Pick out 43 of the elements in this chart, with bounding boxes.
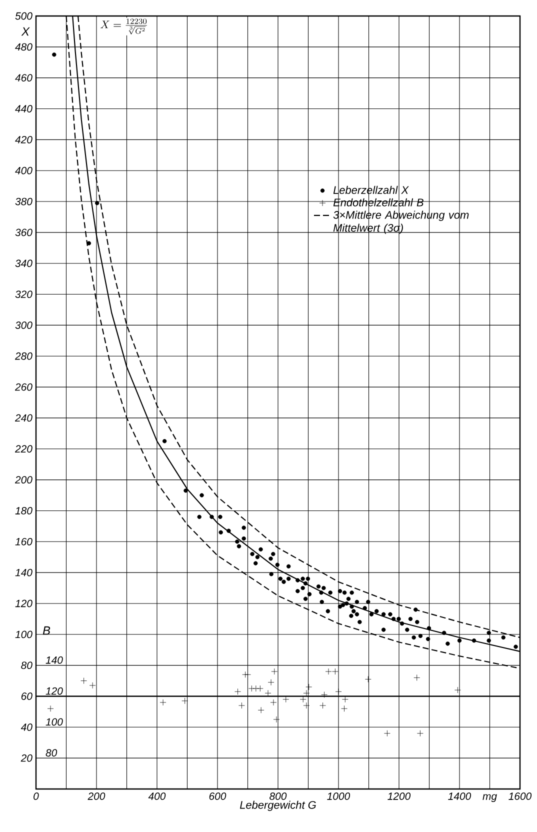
y-tick-label: 260 [14,383,32,391]
y-tick-label: 140 [15,568,32,576]
y-tick-label: 200 [14,476,32,484]
y-tick-label: 120 [15,600,32,608]
y-tick-label: 320 [15,290,32,298]
y-tick-label: 380 [15,198,32,206]
y-tick-label: 40 [20,723,32,731]
y-tick-label: 480 [15,43,32,51]
y-tick-label: 160 [15,538,32,546]
y-tick-label: 220 [14,445,32,453]
y-tick-label: 340 [15,260,32,268]
y2-tick-label: 120 [46,687,63,695]
x-tick-label: 1000 [327,792,350,800]
annotation: $X=\frac{12230}{\sqrt[3]{G^{2}}}$ [100,18,147,34]
y-tick-label: 180 [15,507,32,514]
y-tick-label: 20 [20,754,32,762]
x-axis-title: Lebergewicht G [240,800,316,811]
y-tick-label: 60 [21,692,32,700]
y-tick-label: 100 [15,630,32,638]
x-tick-label: 1400 [448,792,472,800]
y-tick-label: 440 [15,105,32,112]
y-tick-label: 400 [15,166,32,174]
x-tick-label: 600 [209,792,226,800]
y2-tick-label: 80 [46,749,58,757]
y-tick-label: 500 [15,12,32,20]
y-tick-label: 360 [15,228,32,236]
y-tick-label: 300 [15,322,32,329]
y-tick-label: 240 [14,414,32,422]
y2-tick-label: 100 [46,718,63,726]
x-tick-label: 0 [34,792,39,800]
y2-tick-label: 140 [46,656,63,664]
x-tick-label: 1200 [388,792,411,800]
y-axis-title: X [21,27,30,36]
y-tick-label: 280 [14,352,32,360]
x-tick-label: 200 [88,792,106,800]
x-tick-label: 1600 [508,792,532,800]
x-tick-label: 800 [270,792,287,800]
y-tick-label: 80 [21,662,32,670]
y2-axis-title: B [42,626,50,635]
text: mg [482,794,497,802]
y-tick-label: 460 [15,74,32,82]
x-tick-label: 400 [148,792,166,800]
y-tick-label: 420 [15,136,32,144]
